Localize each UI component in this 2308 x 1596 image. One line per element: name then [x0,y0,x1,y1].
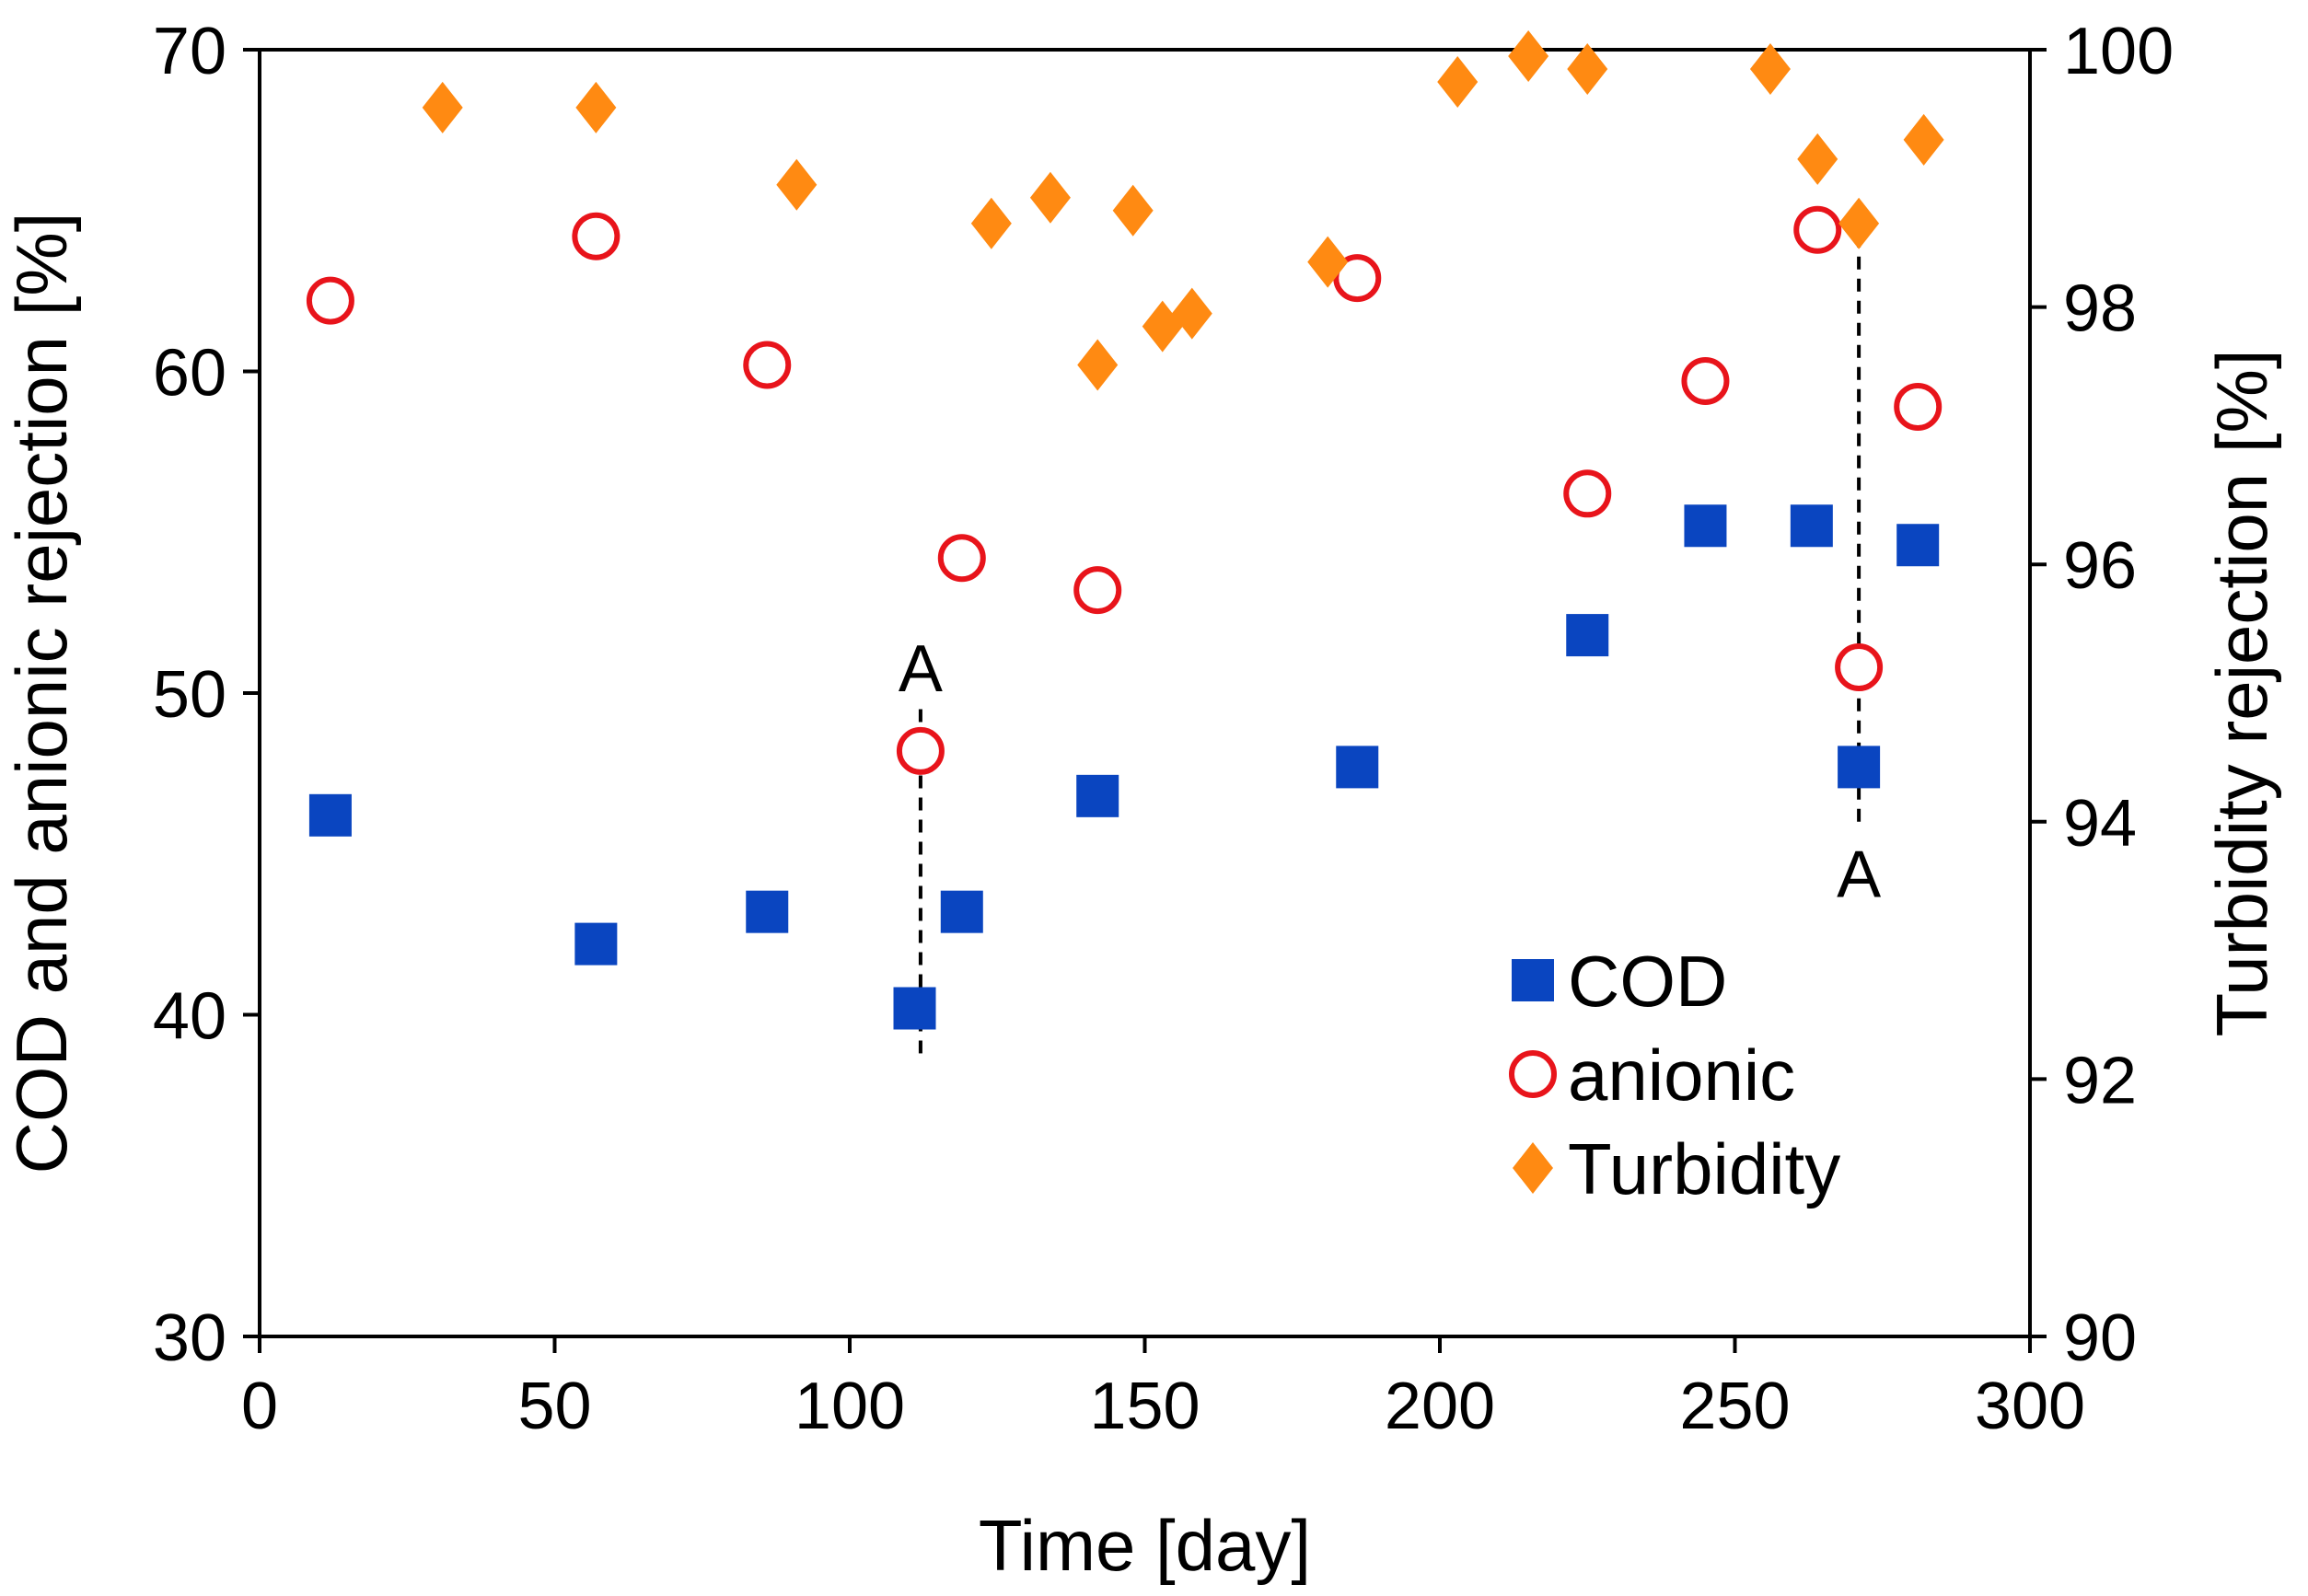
y-left-tick-label: 60 [153,337,226,411]
anionic-point [306,276,354,325]
y-axis-left-title: COD and anionic rejection [%] [1,213,82,1174]
cod-point [746,890,789,933]
y-left-tick-label: 30 [153,1301,226,1375]
legend-label-turbidity: Turbidity [1568,1128,1840,1209]
turbidity-point [970,197,1012,249]
cod-point [1896,524,1940,567]
annotations: AA [899,216,1881,1054]
x-tick-label: 0 [241,1370,278,1443]
cod-point [308,793,352,837]
x-tick-label: 50 [517,1370,591,1443]
legend-marker-turbidity [1513,1142,1553,1194]
turbidity-point [1903,113,1944,166]
turbidity-point [1112,184,1154,237]
turbidity-point [1508,29,1549,82]
legend-marker-cod [1512,959,1554,1001]
cod-point [1838,746,1881,789]
cod-point [1790,504,1833,548]
series-turbidity [422,29,1944,391]
y-left-tick-label: 70 [153,15,226,88]
anionic-point [743,341,792,389]
turbidity-point [776,158,818,211]
x-tick-label: 150 [1089,1370,1200,1443]
turbidity-point [575,81,617,133]
plot-marks [306,29,1944,1030]
turbidity-point [1437,55,1479,108]
turbidity-point [1567,42,1608,95]
cod-point [1336,746,1379,789]
anionic-point [1793,205,1842,254]
y-right-tick-label: 98 [2063,272,2137,346]
legend: COD anionic Turbidity [1509,941,1840,1209]
x-tick-label: 100 [794,1370,905,1443]
x-tick-label: 300 [1975,1370,2085,1443]
anionic-point [937,534,986,583]
legend-label-anionic: anionic [1568,1035,1795,1116]
series-cod [308,504,1940,1030]
cod-point [1566,614,1609,657]
x-axis-title: Time [day] [979,1505,1311,1586]
cod-point [893,987,936,1030]
cod-point [1684,504,1727,548]
turbidity-point [1077,339,1119,391]
annotation-label: A [1837,838,1881,912]
series-anionic [306,205,1943,775]
turbidity-point [1797,133,1838,185]
legend-marker-anionic [1509,1050,1557,1098]
turbidity-point [1171,287,1212,340]
anionic-point [572,212,620,260]
turbidity-point [422,81,463,133]
turbidity-point [1029,171,1071,224]
turbidity-point [1838,197,1880,249]
anionic-point [1835,643,1884,692]
x-tick-label: 250 [1679,1370,1790,1443]
x-tick-label: 200 [1385,1370,1495,1443]
anionic-point [1681,356,1730,405]
turbidity-point [1307,236,1349,288]
axes: 0 50 100 150 200 250 300 30 40 50 60 70 90 92 94 96 98 10… [153,15,2174,1443]
cod-point [1076,774,1119,817]
cod-point [574,922,618,966]
turbidity-point [1749,42,1791,95]
y-right-tick-label: 100 [2063,15,2174,88]
annotation-label: A [899,632,943,706]
anionic-point [1333,254,1382,303]
y-axis-right-title: Turbidity rejection [%] [2201,349,2282,1036]
y-right-tick-label: 92 [2063,1044,2137,1117]
y-left-tick-label: 40 [153,980,226,1054]
y-left-tick-label: 50 [153,658,226,732]
anionic-point [1073,566,1122,615]
anionic-point [896,726,945,775]
y-right-tick-label: 96 [2063,529,2137,603]
y-right-tick-label: 90 [2063,1301,2137,1375]
anionic-point [1563,469,1612,518]
anionic-point [1894,382,1943,431]
cod-point [940,890,983,933]
legend-label-cod: COD [1568,941,1727,1022]
y-right-tick-label: 94 [2063,787,2137,861]
